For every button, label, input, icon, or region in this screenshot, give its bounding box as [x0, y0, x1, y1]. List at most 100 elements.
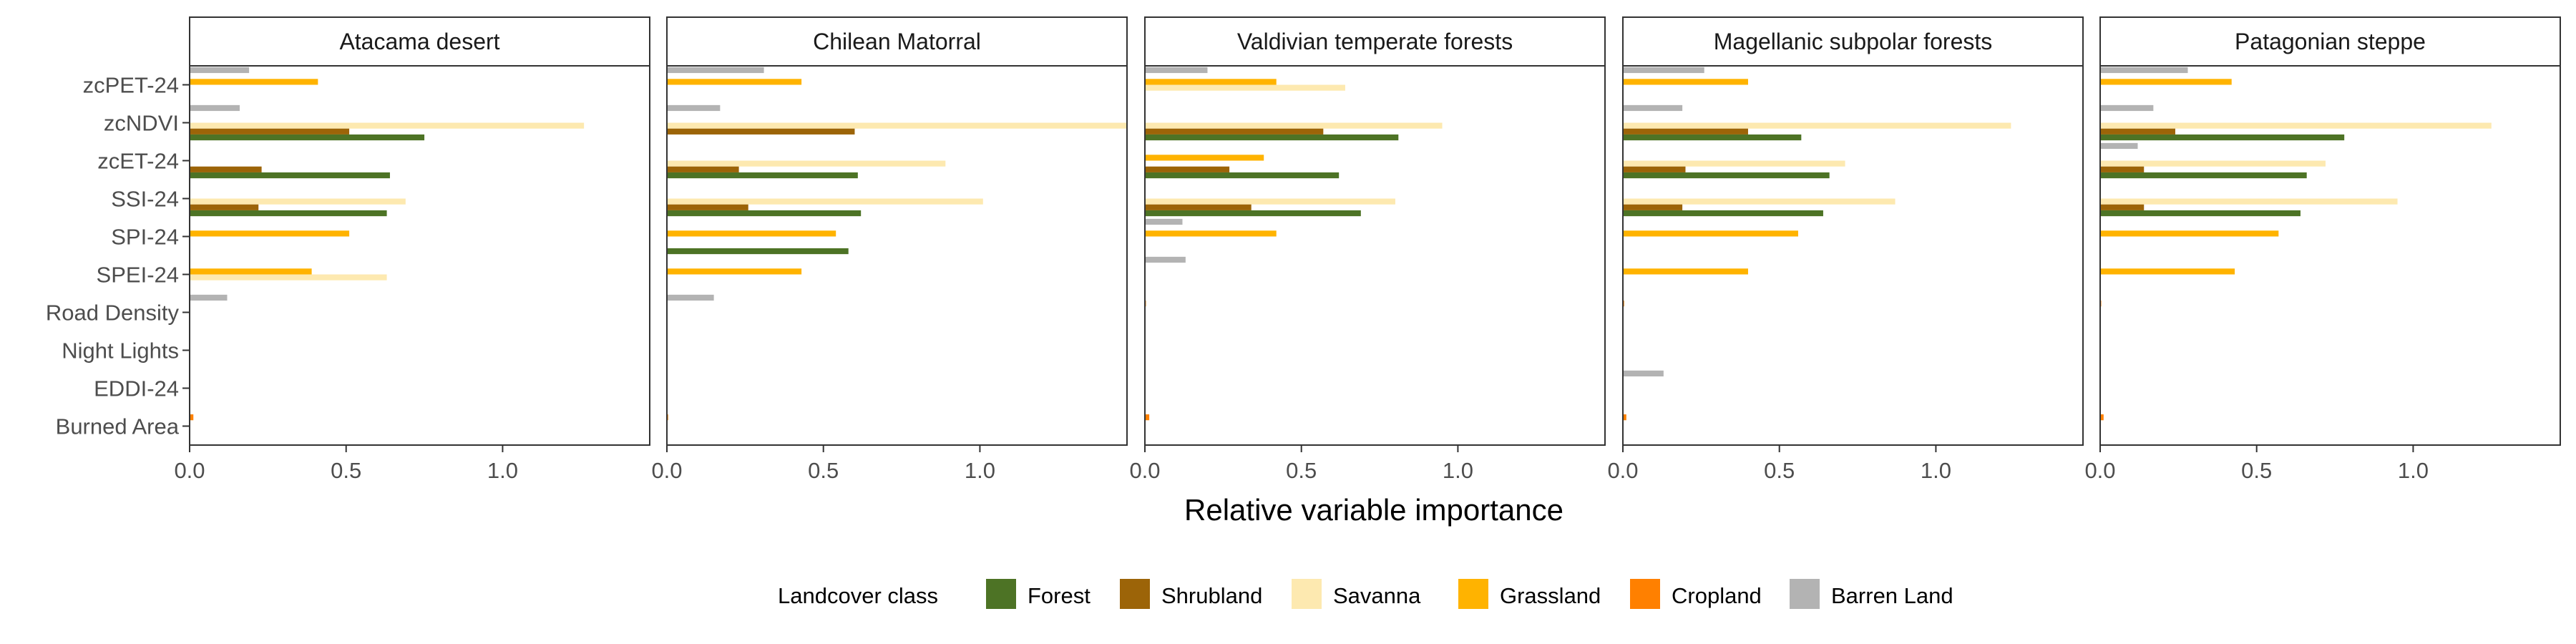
bar	[190, 210, 387, 217]
bar	[1145, 198, 1395, 205]
bar	[667, 210, 862, 217]
bar	[190, 128, 350, 135]
facet-title: Patagonian steppe	[2235, 29, 2426, 54]
bar	[1145, 122, 1443, 129]
bar	[2100, 160, 2326, 167]
x-tick-label: 0.0	[1607, 458, 1638, 483]
x-tick-label: 0.5	[1764, 458, 1795, 483]
y-tick-label: SSI-24	[111, 187, 179, 212]
x-tick-label: 1.0	[965, 458, 995, 483]
bar	[1623, 104, 1683, 112]
facet-panel: Chilean Matorral 0.0 0.5 1.0	[651, 16, 1128, 483]
bar	[1145, 204, 1252, 210]
bar	[1145, 84, 1345, 91]
x-tick-label: 0.0	[2084, 458, 2115, 483]
bar	[190, 172, 390, 179]
bar	[190, 134, 425, 141]
bar	[190, 67, 250, 74]
x-tick-label: 0.5	[1286, 458, 1317, 483]
legend-swatch	[1120, 579, 1150, 609]
legend-title: Landcover class	[778, 583, 938, 608]
bar	[190, 198, 406, 205]
legend-swatch	[986, 579, 1016, 609]
bar	[1623, 172, 1830, 179]
bar	[190, 79, 318, 85]
x-tick-label: 0.5	[808, 458, 839, 483]
bar	[190, 122, 585, 129]
facet-title: Valdivian temperate forests	[1237, 29, 1513, 54]
bar	[1623, 198, 1896, 205]
bar	[1145, 166, 1230, 172]
bar	[1623, 204, 1683, 210]
x-tick-label: 0.5	[2241, 458, 2272, 483]
panel-border	[1622, 65, 2084, 446]
facet-strip	[1144, 16, 1606, 67]
y-tick-label: zcNDVI	[104, 111, 179, 136]
x-tick-label: 1.0	[1921, 458, 1951, 483]
bar	[1145, 414, 1150, 421]
panel-border	[2099, 65, 2561, 446]
bar	[667, 230, 836, 237]
legend-label: Shrubland	[1161, 583, 1262, 608]
facet-panel: Magellanic subpolar forests 0.0 0.5 1.0	[1607, 16, 2084, 483]
legend-label: Grassland	[1500, 583, 1601, 608]
x-tick-label: 1.0	[2398, 458, 2429, 483]
bar	[1145, 67, 1208, 74]
bar	[1623, 134, 1802, 141]
bar	[1623, 79, 1748, 85]
legend-label: Barren Land	[1831, 583, 1953, 608]
bar	[1145, 79, 1277, 85]
bar	[1145, 172, 1340, 179]
facet-panel: Atacama desert 0.0 0.5 1.0	[174, 16, 650, 483]
bar	[2100, 414, 2104, 421]
bar	[1623, 128, 1748, 135]
bar	[667, 166, 739, 172]
bar	[2100, 268, 2235, 275]
legend-label: Savanna	[1333, 583, 1421, 608]
legend-swatch	[1790, 579, 1820, 609]
legend-label: Forest	[1028, 583, 1091, 608]
bar	[190, 104, 240, 112]
bar	[190, 166, 262, 172]
bar	[667, 104, 721, 112]
y-tick-label: Burned Area	[56, 414, 180, 439]
x-tick-label: 0.0	[1129, 458, 1160, 483]
legend-swatch	[1292, 579, 1322, 609]
facet-strip	[2099, 16, 2561, 67]
bar	[190, 268, 312, 275]
bar	[667, 128, 855, 135]
facet-panel: Valdivian temperate forests 0.0 0.5 1.0	[1129, 16, 1606, 483]
facet-strip	[1622, 16, 2084, 67]
bar	[190, 294, 228, 301]
bar	[667, 294, 714, 301]
y-tick-label: zcET-24	[97, 149, 179, 174]
bar	[1145, 134, 1399, 141]
x-tick-label: 1.0	[1443, 458, 1473, 483]
bar	[2100, 198, 2398, 205]
y-tick-label: zcPET-24	[83, 73, 179, 98]
bar	[2100, 210, 2301, 217]
bar	[2100, 67, 2188, 74]
bar	[1145, 210, 1361, 217]
bar	[190, 204, 259, 210]
bar	[1145, 256, 1186, 263]
x-tick-label: 0.5	[331, 458, 361, 483]
y-tick-label: Road Density	[46, 301, 180, 326]
bar	[2100, 128, 2175, 135]
legend: Landcover class Forest Shrubland Savanna Gra…	[778, 579, 1953, 609]
bar	[667, 268, 802, 275]
bar	[1145, 230, 1277, 237]
y-tick-label: EDDI-24	[94, 376, 179, 401]
panel-border	[1144, 65, 1606, 446]
bar	[1623, 268, 1748, 275]
facet-title: Magellanic subpolar forests	[1714, 29, 1993, 54]
bar	[1623, 414, 1626, 421]
facet-strip	[666, 16, 1128, 67]
bar	[2100, 142, 2138, 150]
bar	[1623, 166, 1686, 172]
bar	[1623, 122, 2011, 129]
bar	[1623, 160, 1845, 167]
bar	[1623, 210, 1823, 217]
bar	[667, 204, 748, 210]
bar	[2100, 134, 2345, 141]
